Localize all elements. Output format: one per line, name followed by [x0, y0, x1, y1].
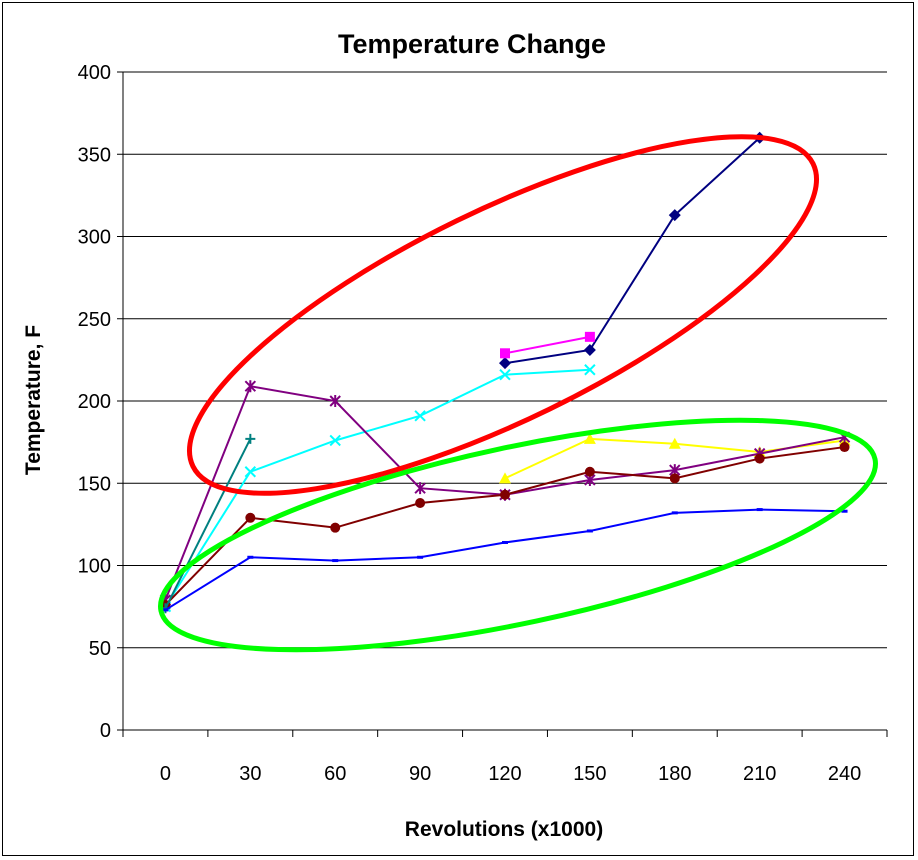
data-point — [414, 482, 426, 495]
series-7 — [160, 433, 256, 614]
data-point — [754, 453, 765, 464]
x-tick-label: 180 — [658, 763, 691, 785]
tick-labels: 0 50 100 150 200 250 300 350 400 0 30 60 90 120 150 180… — [78, 62, 862, 785]
series-line — [164, 446, 845, 606]
data-point — [668, 437, 681, 449]
y-tick-label: 0 — [100, 720, 111, 742]
y-tick-label: 400 — [78, 62, 111, 84]
annotation-ellipse — [158, 417, 878, 653]
data-point — [583, 432, 596, 444]
data-point — [245, 512, 256, 523]
y-tick-label: 150 — [78, 473, 111, 495]
data-point — [500, 489, 510, 500]
y-tick-label: 100 — [78, 556, 111, 578]
x-axis-title: Revolutions (x1000) — [405, 818, 603, 841]
data-point — [583, 344, 596, 357]
data-point — [500, 348, 510, 359]
data-point — [414, 410, 426, 422]
data-point — [417, 555, 424, 559]
y-axis-title: Temperature, F — [22, 325, 45, 475]
series-1 — [499, 131, 766, 370]
x-tick-label: 240 — [828, 763, 861, 785]
y-tick-label: 250 — [78, 309, 111, 331]
data-point — [668, 209, 681, 222]
y-tick-label: 50 — [89, 638, 111, 660]
y-tick-label: 300 — [78, 227, 111, 249]
data-point — [245, 433, 256, 444]
data-point — [244, 380, 257, 393]
data-point — [502, 540, 508, 544]
series-line — [164, 438, 252, 609]
data-point — [499, 357, 511, 370]
x-tick-label: 120 — [488, 763, 521, 785]
data-point — [586, 529, 593, 533]
series-line — [504, 335, 591, 355]
data-point — [584, 364, 596, 376]
data-point — [415, 497, 426, 508]
data-point — [584, 466, 595, 477]
data-point — [669, 473, 680, 484]
series-layer — [159, 131, 851, 614]
series-line — [164, 368, 590, 608]
annotation-ellipse — [187, 134, 819, 496]
data-point — [332, 559, 339, 563]
data-point — [499, 368, 511, 381]
x-tick-label: 0 — [160, 763, 171, 785]
data-point — [756, 508, 763, 512]
chart-title: Temperature Change — [338, 29, 606, 59]
data-point — [499, 472, 511, 484]
x-tick-label: 60 — [324, 763, 346, 785]
data-point — [329, 395, 341, 407]
x-tick-label: 210 — [743, 763, 776, 785]
x-tick-label: 30 — [239, 763, 261, 785]
series-6 — [160, 442, 850, 610]
series-2 — [500, 331, 595, 359]
axes — [117, 71, 888, 737]
series-line — [504, 137, 761, 365]
y-tick-label: 200 — [78, 391, 111, 413]
data-point — [839, 442, 850, 453]
series-8 — [162, 508, 848, 612]
data-point — [330, 522, 341, 533]
x-tick-label: 90 — [409, 763, 431, 785]
y-tick-label: 350 — [78, 144, 111, 166]
annotation-layer — [158, 134, 878, 653]
data-point — [247, 555, 254, 559]
x-tick-label: 150 — [573, 763, 606, 785]
data-point — [162, 608, 169, 612]
data-point — [244, 466, 257, 478]
data-point — [329, 434, 341, 447]
data-point — [841, 509, 848, 513]
data-point — [584, 331, 595, 342]
data-point — [671, 511, 678, 515]
